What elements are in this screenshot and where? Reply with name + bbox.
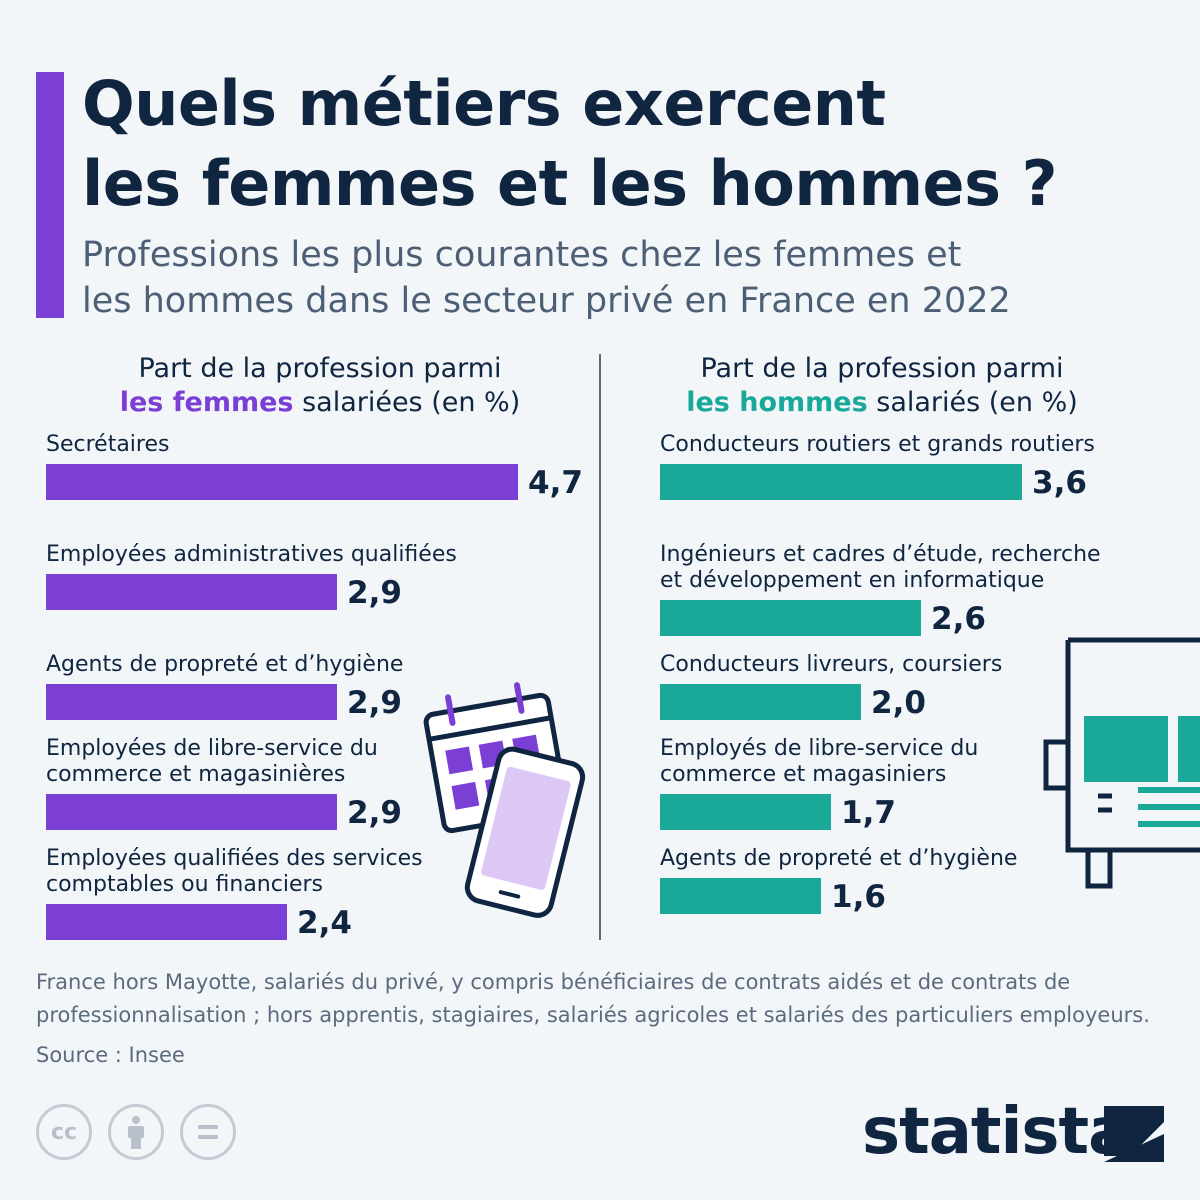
women-bar-value: 2,9: [347, 685, 402, 721]
men-heading-rest: salariés (en %): [876, 387, 1078, 418]
women-bar: [46, 794, 337, 830]
women-bar-label: Employées qualifiées des services compta…: [46, 846, 423, 897]
women-bar-value: 2,4: [297, 905, 352, 941]
women-bar-value: 2,9: [347, 795, 402, 831]
women-bar: [46, 904, 287, 940]
women-bar-value: 2,9: [347, 575, 402, 611]
women-bar-label: Employées administratives qualifiées: [46, 542, 457, 567]
men-bar-label: Ingénieurs et cadres d’étude, recherche …: [660, 542, 1101, 593]
women-bar: [46, 574, 337, 610]
calendar-phone-illustration: [423, 682, 586, 918]
page-title: Quels métiers exercent les femmes et les…: [82, 64, 1172, 224]
men-bar-value: 2,6: [931, 601, 986, 637]
statista-wordmark[interactable]: statista: [862, 1095, 1131, 1169]
men-bar-value: 3,6: [1032, 465, 1087, 501]
women-bar: [46, 464, 518, 500]
women-heading-rest: salariées (en %): [302, 387, 521, 418]
women-bar-label: Employées de libre-service du commerce e…: [46, 736, 378, 787]
men-bar: [660, 684, 861, 720]
men-bar-label: Employés de libre-service du commerce et…: [660, 736, 979, 787]
title-accent-bar: [36, 72, 64, 318]
men-bar-label: Conducteurs routiers et grands routiers: [660, 432, 1095, 457]
footnote-line-2: professionnalisation ; hors apprentis, s…: [36, 1003, 1150, 1027]
footnote: France hors Mayotte, salariés du privé, …: [36, 966, 1176, 1032]
women-heading-line1: Part de la profession parmi: [138, 353, 502, 384]
title-line-1: Quels métiers exercent: [82, 67, 886, 140]
cc-icon[interactable]: cc: [36, 1104, 92, 1160]
men-heading-highlight: les hommes: [686, 387, 868, 418]
men-bar: [660, 794, 831, 830]
men-bar-value: 2,0: [871, 685, 926, 721]
men-bar-value: 1,7: [841, 795, 896, 831]
men-bar: [660, 600, 921, 636]
men-bar: [660, 464, 1022, 500]
footnote-line-1: France hors Mayotte, salariés du privé, …: [36, 970, 1071, 994]
women-bar-value: 4,7: [528, 465, 583, 501]
subtitle: Professions les plus courantes chez les …: [82, 232, 1172, 324]
source-note: Source : Insee: [36, 1043, 185, 1067]
women-bar: [46, 684, 337, 720]
truck-illustration: [1043, 637, 1200, 889]
subtitle-line-1: Professions les plus courantes chez les …: [82, 235, 962, 275]
title-line-2: les femmes et les hommes ?: [82, 147, 1058, 220]
equals-icon: [198, 1125, 218, 1139]
person-icon: [128, 1116, 144, 1149]
nd-icon[interactable]: [180, 1104, 236, 1160]
subtitle-line-2: les hommes dans le secteur privé en Fran…: [82, 281, 1011, 321]
men-bar-label: Agents de propreté et d’hygiène: [660, 846, 1018, 871]
panel-divider: [599, 354, 601, 940]
women-bar-label: Agents de propreté et d’hygiène: [46, 652, 404, 677]
women-panel-heading: Part de la profession parmi les femmes s…: [40, 352, 600, 420]
men-bar-label: Conducteurs livreurs, coursiers: [660, 652, 1003, 677]
women-heading-highlight: les femmes: [119, 387, 294, 418]
men-bar-value: 1,6: [831, 879, 886, 915]
men-bar: [660, 878, 821, 914]
men-panel-heading: Part de la profession parmi les hommes s…: [602, 352, 1162, 420]
women-bar-label: Secrétaires: [46, 432, 170, 457]
statista-logo-icon[interactable]: [1104, 1106, 1164, 1162]
by-icon[interactable]: [108, 1104, 164, 1160]
men-heading-line1: Part de la profession parmi: [700, 353, 1064, 384]
